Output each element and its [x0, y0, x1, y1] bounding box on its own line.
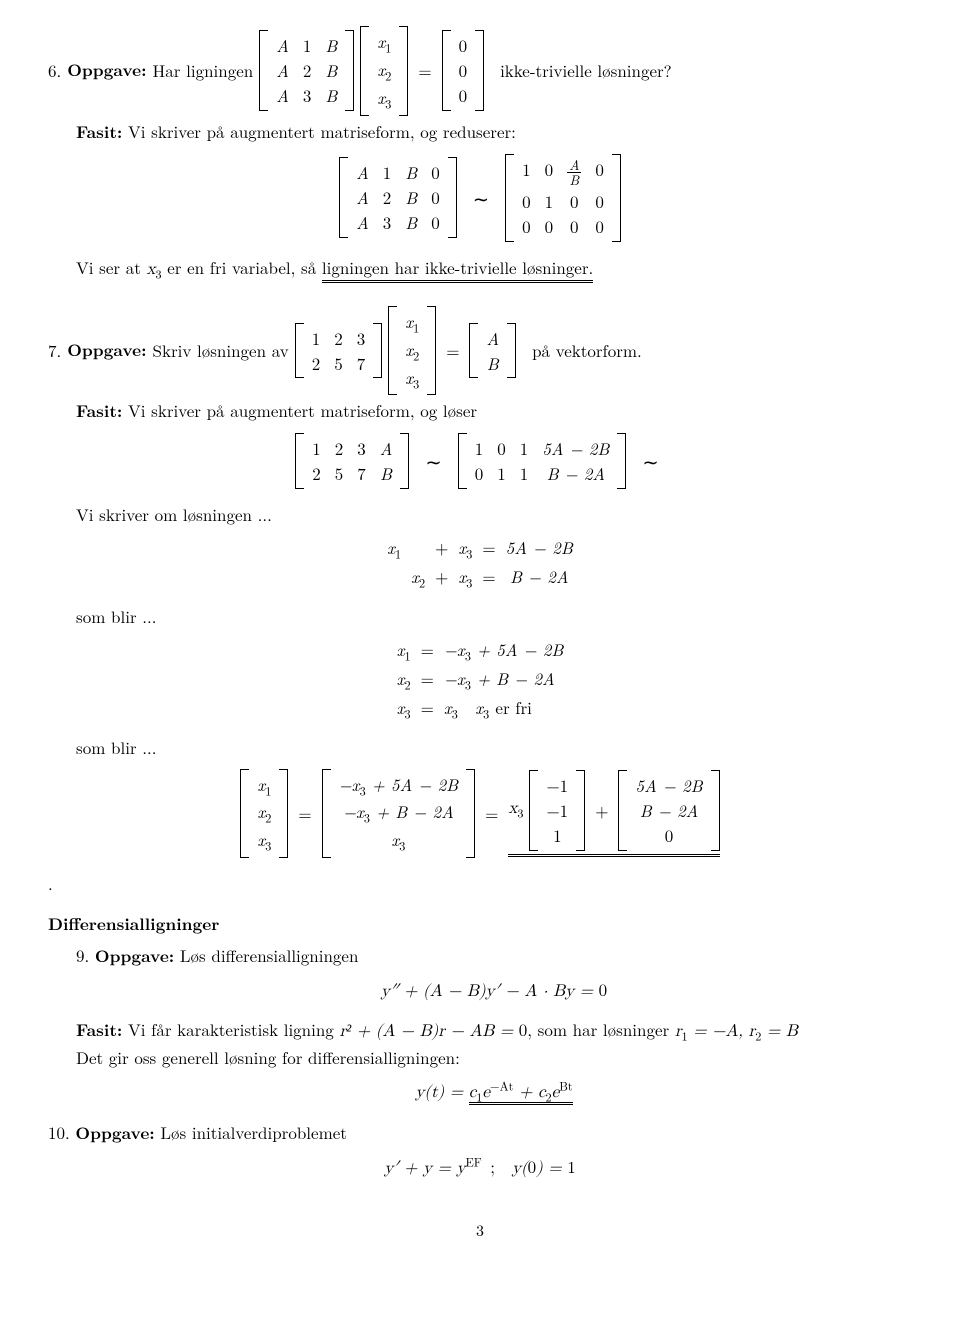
problem-9-statement: 9. Oppgave: Løs differensialligningen	[76, 944, 912, 968]
vector-zero: 000	[442, 30, 485, 111]
ode-equation: y″ + (A − B)y′ − A · By = 0	[76, 978, 912, 1004]
som-blir-2: som blir ...	[76, 736, 912, 759]
vector-solution: x1x2x3 = −x3 + 5A − 2B −x3 + B − 2A x3 =…	[48, 769, 912, 859]
fasit-text: Vi skriver på augmentert matriseform, og…	[128, 398, 477, 422]
aug-1: 123A 257B	[295, 433, 409, 489]
fasit-text: Vi skriver på augmentert matriseform, og…	[128, 119, 516, 143]
page-number: 3	[48, 1219, 912, 1241]
final-answer-underline: x3 −1−11 + 5A − 2BB − 2A0	[508, 770, 719, 857]
vec-a: −1−11	[529, 770, 585, 851]
item-number: 9.	[76, 943, 89, 967]
text: Løs differensialligningen	[180, 943, 359, 967]
item-number: 7.	[48, 339, 61, 362]
section-dot: .	[48, 872, 912, 895]
problem-7-fasit: Fasit: Vi skriver på augmentert matrisef…	[76, 399, 912, 423]
solution-underline: c1e−At + c2eBt	[469, 1084, 573, 1105]
problem-6-statement: 6. Oppgave: Har ligningen A1B A2B A3B x1…	[48, 26, 912, 116]
vector-AB: AB	[469, 323, 516, 379]
problem-7-reduction: 123A 257B ∼ 1015A − 2B 011B − 2A ∼	[48, 433, 912, 489]
item-number: 10.	[48, 1120, 70, 1144]
fasit-label: Fasit:	[76, 120, 122, 144]
item-number: 6.	[48, 59, 61, 82]
problem-9-fasit: Fasit: Vi får karakteristisk ligning r² …	[76, 1018, 912, 1046]
vec-x: x1x2x3	[240, 769, 288, 859]
lead-text: Har ligningen	[153, 59, 254, 82]
problem-6: 6. Oppgave: Har ligningen A1B A2B A3B x1…	[48, 26, 912, 284]
oppgave-label: Oppgave:	[95, 944, 174, 968]
equation-system-1: x1+x3=5A − 2B x2+x3=B − 2A	[48, 536, 912, 591]
problem-7-statement: 7. Oppgave: Skriv løsningen av 123 257 x…	[48, 306, 912, 396]
section-title: Differensialligninger	[48, 913, 912, 936]
lead-text: Skriv løsningen av	[153, 339, 289, 362]
aug-matrix-1: A1B0 A2B0 A3B0	[339, 157, 457, 238]
oppgave-label: Oppgave:	[67, 59, 146, 82]
vector-x: x1x2x3	[388, 306, 436, 396]
ode-solution: y(t) = c1e−At + c2eBt	[76, 1079, 912, 1107]
fasit-text-1: Vi får karakteristisk ligning	[128, 1017, 339, 1041]
oppgave-label: Oppgave:	[75, 1121, 154, 1145]
oppgave-label: Oppgave:	[67, 339, 146, 362]
vector-x: x1x2x3	[360, 26, 408, 116]
trail-text: på vektorform.	[532, 339, 642, 362]
general-solution-line: Det gir oss generell løsning for differe…	[76, 1046, 912, 1069]
trail-text: ikke-trivielle løsninger?	[500, 59, 672, 82]
equation-system-2: x1=−x3 + 5A − 2B x2=−x3 + B − 2A x3=x3 x…	[48, 638, 912, 722]
aug-2: 1015A − 2B 011B − 2A	[458, 433, 627, 489]
problem-10: 10. Oppgave: Løs initialverdiproblemet y…	[48, 1121, 912, 1181]
problem-6-fasit: Fasit: Vi skriver på augmentert matrisef…	[76, 120, 912, 144]
vec-b: 5A − 2BB − 2A0	[618, 770, 719, 851]
matrix-M: 123 257	[295, 323, 383, 379]
problem-6-conclusion: Vi ser at x3 er en fri variabel, så lign…	[76, 256, 912, 284]
conc-underline: ligningen har ikke-trivielle løsninger.	[322, 255, 593, 283]
vec-expr: −x3 + 5A − 2B −x3 + B − 2A x3	[322, 769, 475, 859]
problem-7: 7. Oppgave: Skriv løsningen av 123 257 x…	[48, 306, 912, 859]
fasit-text-2: , som har løsninger	[527, 1017, 675, 1041]
aug-matrix-2: 10 AB 0 0100 0000	[505, 154, 621, 242]
text: Løs initialverdiproblemet	[160, 1120, 347, 1144]
matrix-A: A1B A2B A3B	[259, 30, 354, 111]
som-blir-1: som blir ...	[76, 605, 912, 628]
fasit-label: Fasit:	[76, 399, 122, 423]
problem-9: 9. Oppgave: Løs differensialligningen y″…	[76, 944, 912, 1107]
conc-mid: er en fri variabel, så	[162, 255, 322, 279]
rewrite-line: Vi skriver om løsningen ...	[76, 503, 912, 526]
conc-pre: Vi ser at	[76, 255, 146, 279]
problem-6-reduction: A1B0 A2B0 A3B0 ∼ 10 AB 0 0100 0000	[48, 154, 912, 242]
fasit-label: Fasit:	[76, 1018, 122, 1042]
ivp-equation: y′ + y = yEF ; y(0) = 1	[48, 1155, 912, 1181]
problem-10-statement: 10. Oppgave: Løs initialverdiproblemet	[48, 1121, 912, 1145]
